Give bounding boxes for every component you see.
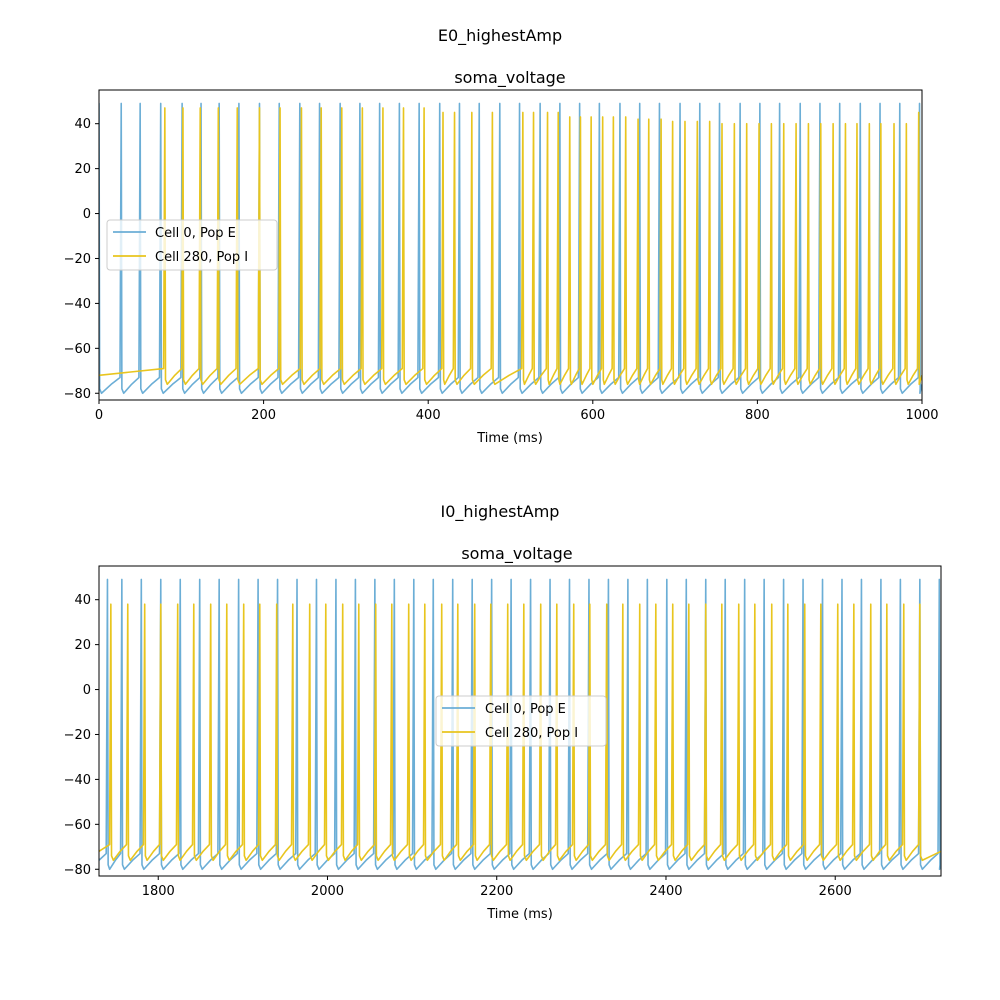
axes-title-bottom: soma_voltage [461, 544, 572, 564]
plot-lines-top [99, 102, 922, 395]
x-tick-label: 400 [416, 408, 441, 423]
y-tick-label: 0 [83, 207, 91, 222]
y-tick-label: 20 [74, 638, 91, 653]
x-tick-label: 200 [251, 408, 276, 423]
y-tick-label: −40 [64, 773, 91, 788]
figure-title-top: E0_highestAmp [438, 26, 562, 46]
y-tick-label: −80 [64, 387, 91, 402]
x-axis-label-top: Time (ms) [476, 431, 543, 446]
chart-panel-top: E0_highestAmp soma_voltage 0 200 400 600 800… [64, 26, 939, 446]
x-tick-label: 1000 [905, 408, 938, 423]
axes-title-top: soma_voltage [454, 68, 565, 88]
legend-top: Cell 0, Pop E Cell 280, Pop I [106, 219, 278, 271]
y-tick-label: −60 [64, 342, 91, 357]
y-tick-label: −80 [64, 863, 91, 878]
series-line-cell280-pop-i [99, 603, 941, 862]
legend-label-cell0: Cell 0, Pop E [485, 702, 566, 717]
x-tick-label: 2000 [311, 884, 344, 899]
series-line-cell0-pop-e [99, 578, 941, 871]
plot-frame-bottom [98, 565, 942, 877]
legend-label-cell280: Cell 280, Pop I [155, 250, 248, 265]
x-tick-label: 800 [745, 408, 770, 423]
y-tick-label: 20 [74, 162, 91, 177]
y-tick-label: −20 [64, 252, 91, 267]
series-line-cell280-pop-i [99, 107, 922, 386]
plot-lines-bottom [99, 578, 941, 871]
x-axis-label-bottom: Time (ms) [486, 907, 553, 922]
series-line-cell0-pop-e [99, 102, 922, 395]
plot-frame-top [98, 89, 923, 401]
y-tick-label: −20 [64, 728, 91, 743]
figure-title-bottom: I0_highestAmp [441, 502, 560, 522]
legend-label-cell280: Cell 280, Pop I [485, 726, 578, 741]
y-tick-label: −40 [64, 297, 91, 312]
x-tick-label: 2200 [480, 884, 513, 899]
x-tick-label: 2600 [819, 884, 852, 899]
chart-panel-bottom: I0_highestAmp soma_voltage 1800 2000 2200 2… [64, 502, 942, 922]
x-tick-label: 1800 [142, 884, 175, 899]
x-tick-label: 2400 [649, 884, 682, 899]
y-tick-label: 40 [74, 593, 91, 608]
y-tick-label: 40 [74, 117, 91, 132]
x-tick-label: 600 [580, 408, 605, 423]
legend-label-cell0: Cell 0, Pop E [155, 226, 236, 241]
y-tick-label: 0 [83, 683, 91, 698]
legend-bottom: Cell 0, Pop E Cell 280, Pop I [435, 695, 607, 747]
x-tick-label: 0 [95, 408, 103, 423]
y-tick-label: −60 [64, 818, 91, 833]
